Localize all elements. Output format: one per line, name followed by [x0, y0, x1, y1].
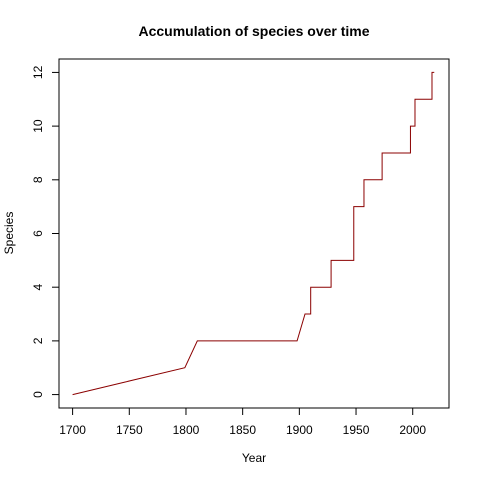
y-tick-label: 4 [31, 284, 45, 291]
y-tick-label: 2 [31, 337, 45, 344]
species-series-line [72, 71, 435, 396]
x-tick-label: 2000 [399, 423, 426, 437]
x-axis: 1700 1750 1800 1850 1900 1950 2000 [59, 407, 426, 437]
x-tick-label: 1950 [343, 423, 370, 437]
y-tick-label: 8 [31, 176, 45, 183]
y-tick-label: 12 [31, 65, 45, 79]
plot-frame [58, 58, 450, 409]
y-axis: 0 2 4 6 8 10 12 [31, 65, 60, 398]
x-tick-label: 1850 [229, 423, 256, 437]
x-tick-label: 1800 [173, 423, 200, 437]
y-tick-label: 0 [31, 391, 45, 398]
y-axis-label: Species [2, 212, 16, 255]
x-tick-label: 1900 [286, 423, 313, 437]
x-tick-label: 1700 [59, 423, 86, 437]
chart-title: Accumulation of species over time [138, 23, 369, 39]
series-group [72, 71, 435, 396]
y-tick-label: 6 [31, 230, 45, 237]
x-axis-label: Year [242, 451, 266, 465]
x-tick-label: 1750 [116, 423, 143, 437]
y-tick-label: 10 [31, 119, 45, 133]
